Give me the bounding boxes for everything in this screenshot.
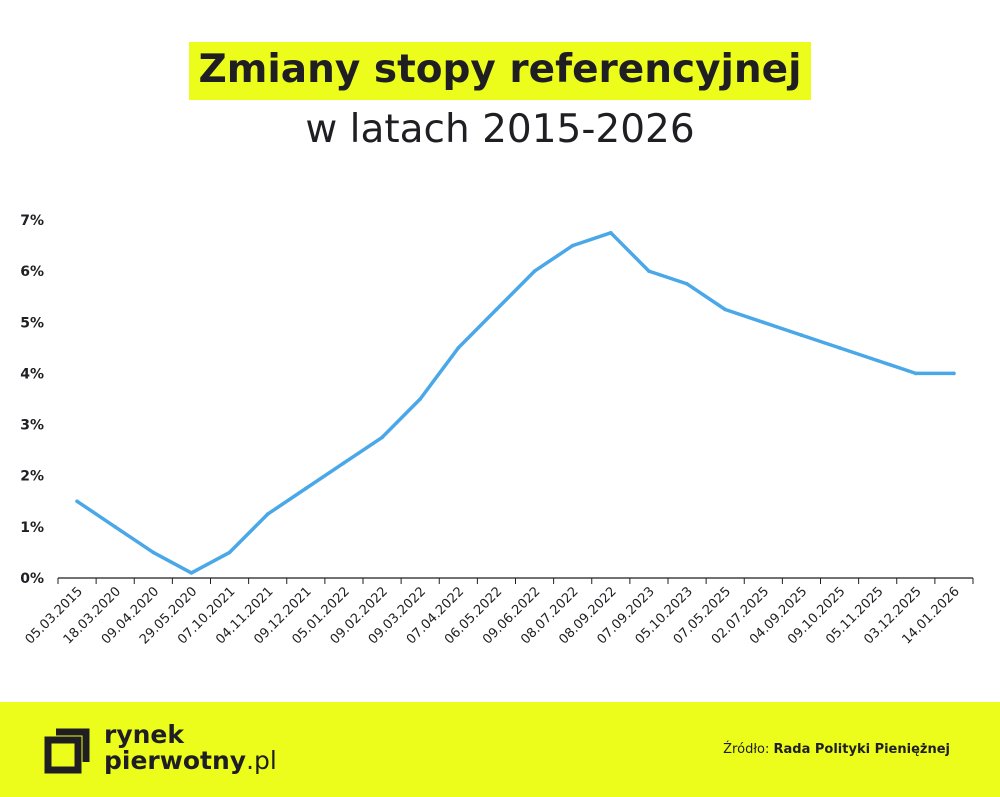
data-point <box>227 550 232 555</box>
data-point <box>342 461 346 465</box>
data-point <box>761 320 766 325</box>
data-point <box>723 307 727 312</box>
data-point <box>837 346 842 350</box>
data-point <box>647 269 651 273</box>
data-point <box>304 486 308 491</box>
data-point <box>418 397 422 401</box>
logo-line1: rynek <box>104 720 185 749</box>
source-name: Rada Polityki Pieniężnej <box>773 742 951 757</box>
logo-domain: .pl <box>246 746 277 775</box>
data-point <box>532 269 537 273</box>
data-point <box>914 371 918 376</box>
data-point <box>570 243 575 248</box>
data-point <box>113 525 117 529</box>
chart-title: Zmiany stopy referencyjnej <box>188 42 812 100</box>
data-point <box>265 512 270 516</box>
data-point <box>875 358 880 363</box>
data-point <box>494 307 499 312</box>
source-note: Źródło: Rada Polityki Pieniężnej <box>723 742 950 757</box>
y-tick-label: 1% <box>20 520 44 536</box>
y-tick-label: 4% <box>20 366 44 382</box>
y-tick-label: 2% <box>20 469 44 485</box>
footer: rynek pierwotny.pl Źródło: Rada Polityki… <box>0 702 1000 797</box>
source-label: Źródło: <box>723 742 770 757</box>
series-line <box>75 231 956 575</box>
data-point <box>151 550 156 555</box>
y-tick-label: 6% <box>20 264 44 280</box>
data-point <box>685 282 689 286</box>
chart-subtitle: w latach 2015-2026 <box>305 107 695 152</box>
logo-wordmark: rynek pierwotny.pl <box>104 722 277 774</box>
logo-line2: pierwotny.pl <box>104 748 277 774</box>
logo-icon <box>44 728 90 774</box>
data-point <box>189 571 194 575</box>
y-tick-label: 0% <box>20 571 44 587</box>
data-point <box>380 435 384 440</box>
y-tick-label: 5% <box>20 315 44 331</box>
y-tick-label: 7% <box>20 213 44 229</box>
line-chart: 0%1%2%3%4%5%6%7%05.03.201518.03.202009.0… <box>20 213 974 647</box>
y-tick-label: 3% <box>20 418 44 434</box>
title-wrap: Zmiany stopy referencyjnej <box>0 42 1000 100</box>
data-point <box>609 230 613 235</box>
logo-name: pierwotny <box>104 746 247 775</box>
data-point <box>952 371 956 376</box>
data-point <box>799 333 804 337</box>
data-point <box>75 499 79 504</box>
data-point <box>456 346 461 350</box>
